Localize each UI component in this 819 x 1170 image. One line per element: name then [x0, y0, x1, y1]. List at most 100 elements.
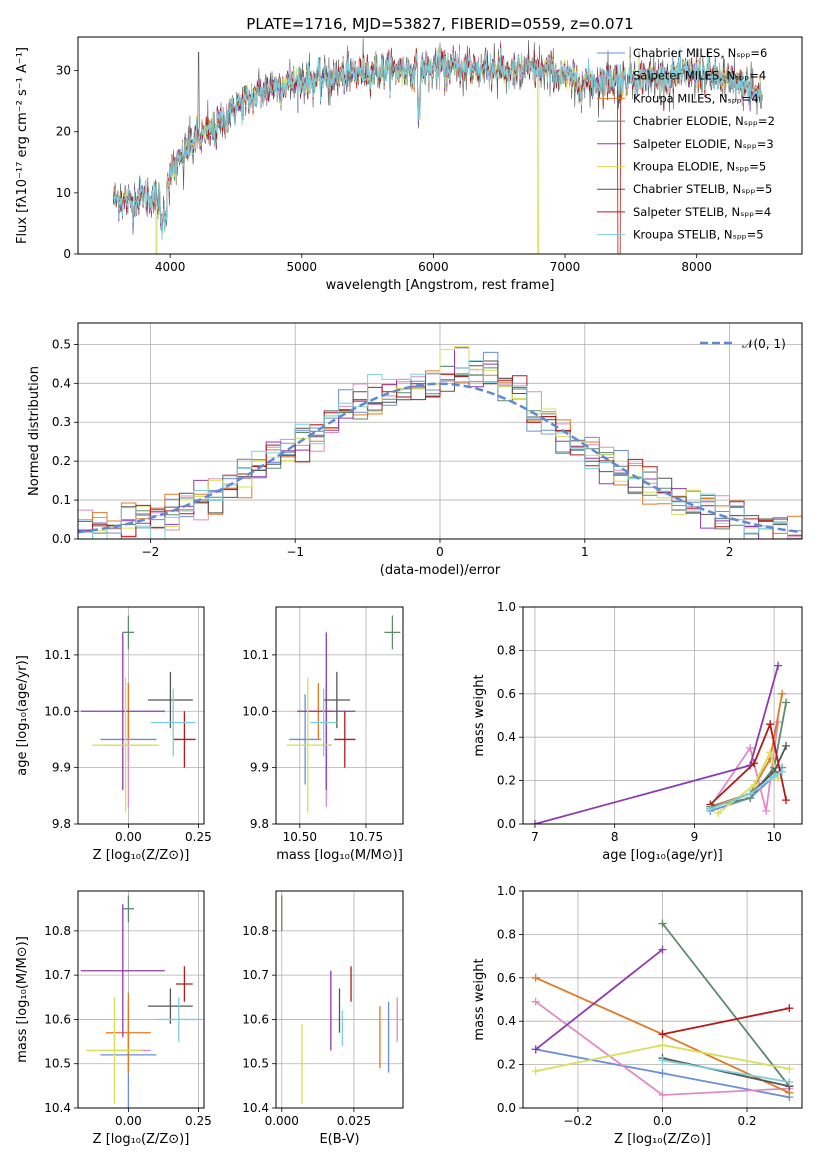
y-tick-label: 0.0	[497, 817, 516, 831]
y-tick-label: 0.2	[497, 774, 516, 788]
series-marker	[658, 1090, 667, 1099]
series-line-8	[709, 771, 783, 810]
x-axis-label: Z [log₁₀(Z/Z⊙)]	[614, 1132, 711, 1147]
x-tick-label: 1	[581, 545, 589, 559]
plot-massweight-vs-Z: −0.2 0.0 0.2 0.0 0.2 0.4 0.6 0.8 1.0 Z [log₁₀(Z/Z…	[472, 884, 803, 1147]
plot-area	[80, 895, 202, 1108]
series-marker	[658, 945, 667, 954]
series-marker	[778, 689, 787, 698]
y-tick-label: 1.0	[497, 600, 516, 614]
x-tick-label: 0.00	[115, 1114, 142, 1128]
axes-frame	[77, 36, 803, 255]
y-tick-label: 10.4	[242, 1101, 269, 1115]
y-tick-label: 0.6	[497, 687, 516, 701]
axes-frame	[275, 606, 404, 825]
x-axis-label: E(B-V)	[319, 1132, 359, 1147]
series-marker	[785, 1064, 794, 1073]
x-tick-label: 8	[611, 830, 619, 844]
plot-age-vs-mass: 10.50 10.75 9.8 9.9 10.0 10.1 mass [log₁₀(M/M⊙…	[242, 606, 404, 863]
x-tick-label: −2	[142, 545, 160, 559]
series-marker	[658, 1056, 667, 1065]
series-marker	[778, 767, 787, 776]
series-marker	[785, 1004, 794, 1013]
x-tick-label: 10	[766, 830, 781, 844]
x-tick-label: −1	[286, 545, 304, 559]
plot-residuals: −2 −1 0 1 2 0.0 0.1 0.2 0.3 0.4 0.5 (data-model)/er…	[27, 322, 803, 578]
y-tick-label: 0.0	[497, 1101, 516, 1115]
series-marker	[774, 661, 783, 670]
series-marker	[658, 1069, 667, 1078]
y-tick-label: 0.1	[52, 493, 71, 507]
series-marker	[714, 809, 723, 818]
x-tick-label: 7	[531, 830, 539, 844]
series-marker	[782, 698, 791, 707]
legend-label: Kroupa ELODIE, Nₛₚₚ=5	[633, 160, 766, 174]
axes-frame	[77, 890, 205, 1109]
axes-frame	[522, 606, 803, 825]
y-axis-label: Flux [fλ10⁻¹⁷ erg cm⁻² s⁻¹ A⁻¹]	[15, 47, 30, 244]
plot-area	[78, 346, 802, 539]
series-marker	[746, 789, 755, 798]
x-axis-label: Z [log₁₀(Z/Z⊙)]	[93, 1132, 190, 1147]
series-marker	[785, 1077, 794, 1086]
x-tick-label: 0.000	[265, 1114, 299, 1128]
y-tick-label: 0.6	[497, 971, 516, 985]
y-tick-label: 0.4	[497, 730, 516, 744]
x-tick-label: 4000	[155, 260, 186, 274]
x-tick-label: 0	[436, 545, 444, 559]
y-tick-label: 10.1	[242, 648, 269, 662]
y-tick-label: 10.8	[44, 924, 71, 938]
axes-frame	[275, 890, 404, 1109]
y-tick-label: 10.1	[44, 648, 71, 662]
x-tick-label: 7000	[550, 260, 581, 274]
y-tick-label: 10.0	[242, 704, 269, 718]
y-tick-label: 1.0	[497, 884, 516, 898]
series-line-4	[535, 948, 664, 1051]
series-line-3	[661, 922, 791, 1087]
plot-massweight-vs-age: 7 8 9 10 0.0 0.2 0.4 0.6 0.8 1.0 age [log₁₀(age/yr…	[472, 600, 803, 863]
plot-area	[286, 615, 401, 813]
series-marker	[658, 1041, 667, 1050]
legend-label: Chabrier ELODIE, Nₛₚₚ=2	[633, 114, 775, 128]
x-tick-label: 6000	[418, 260, 449, 274]
y-tick-label: 10.6	[242, 1012, 269, 1026]
x-axis-label: age [log₁₀(age/yr)]	[602, 848, 723, 863]
y-tick-label: 10.5	[242, 1057, 269, 1071]
legend: 𝒩(0, 1)	[700, 337, 786, 351]
x-tick-label: 0.25	[185, 1114, 212, 1128]
y-tick-label: 0.4	[497, 1014, 516, 1028]
y-tick-label: 10.0	[44, 704, 71, 718]
y-tick-label: 0.3	[52, 415, 71, 429]
x-tick-label: 0.25	[185, 830, 212, 844]
series-marker	[706, 804, 715, 813]
series-line-7	[662, 1007, 790, 1036]
series-marker	[531, 1067, 540, 1076]
x-axis-label: Z [log₁₀(Z/Z⊙)]	[93, 848, 190, 863]
y-tick-label: 9.8	[250, 817, 269, 831]
series-line-2	[710, 693, 783, 808]
plot-area	[113, 38, 763, 254]
x-tick-label: 8000	[681, 260, 712, 274]
x-axis-label: (data-model)/error	[380, 563, 501, 578]
series-marker	[766, 720, 775, 729]
series-marker	[770, 772, 779, 781]
series-marker	[531, 1045, 540, 1054]
legend-label: Chabrier MILES, Nₛₚₚ=6	[633, 46, 767, 60]
series-marker	[750, 759, 759, 768]
y-tick-label: 9.8	[52, 817, 71, 831]
series-marker	[762, 806, 771, 815]
gaussian-curve	[78, 382, 802, 534]
series-marker	[782, 796, 791, 805]
y-tick-label: 10.7	[44, 968, 71, 982]
y-tick-label: 10.6	[44, 1012, 71, 1026]
plot-area	[530, 661, 791, 824]
x-tick-label: 9	[691, 830, 699, 844]
x-tick-label: 10.75	[349, 830, 383, 844]
legend-label: Salpeter MILES, Nₛₚₚ=4	[633, 69, 766, 83]
histogram-series-8	[78, 360, 802, 539]
y-tick-label: 0.2	[52, 454, 71, 468]
y-tick-label: 0.0	[52, 532, 71, 546]
series-marker	[530, 820, 539, 824]
plot-area	[531, 919, 794, 1102]
